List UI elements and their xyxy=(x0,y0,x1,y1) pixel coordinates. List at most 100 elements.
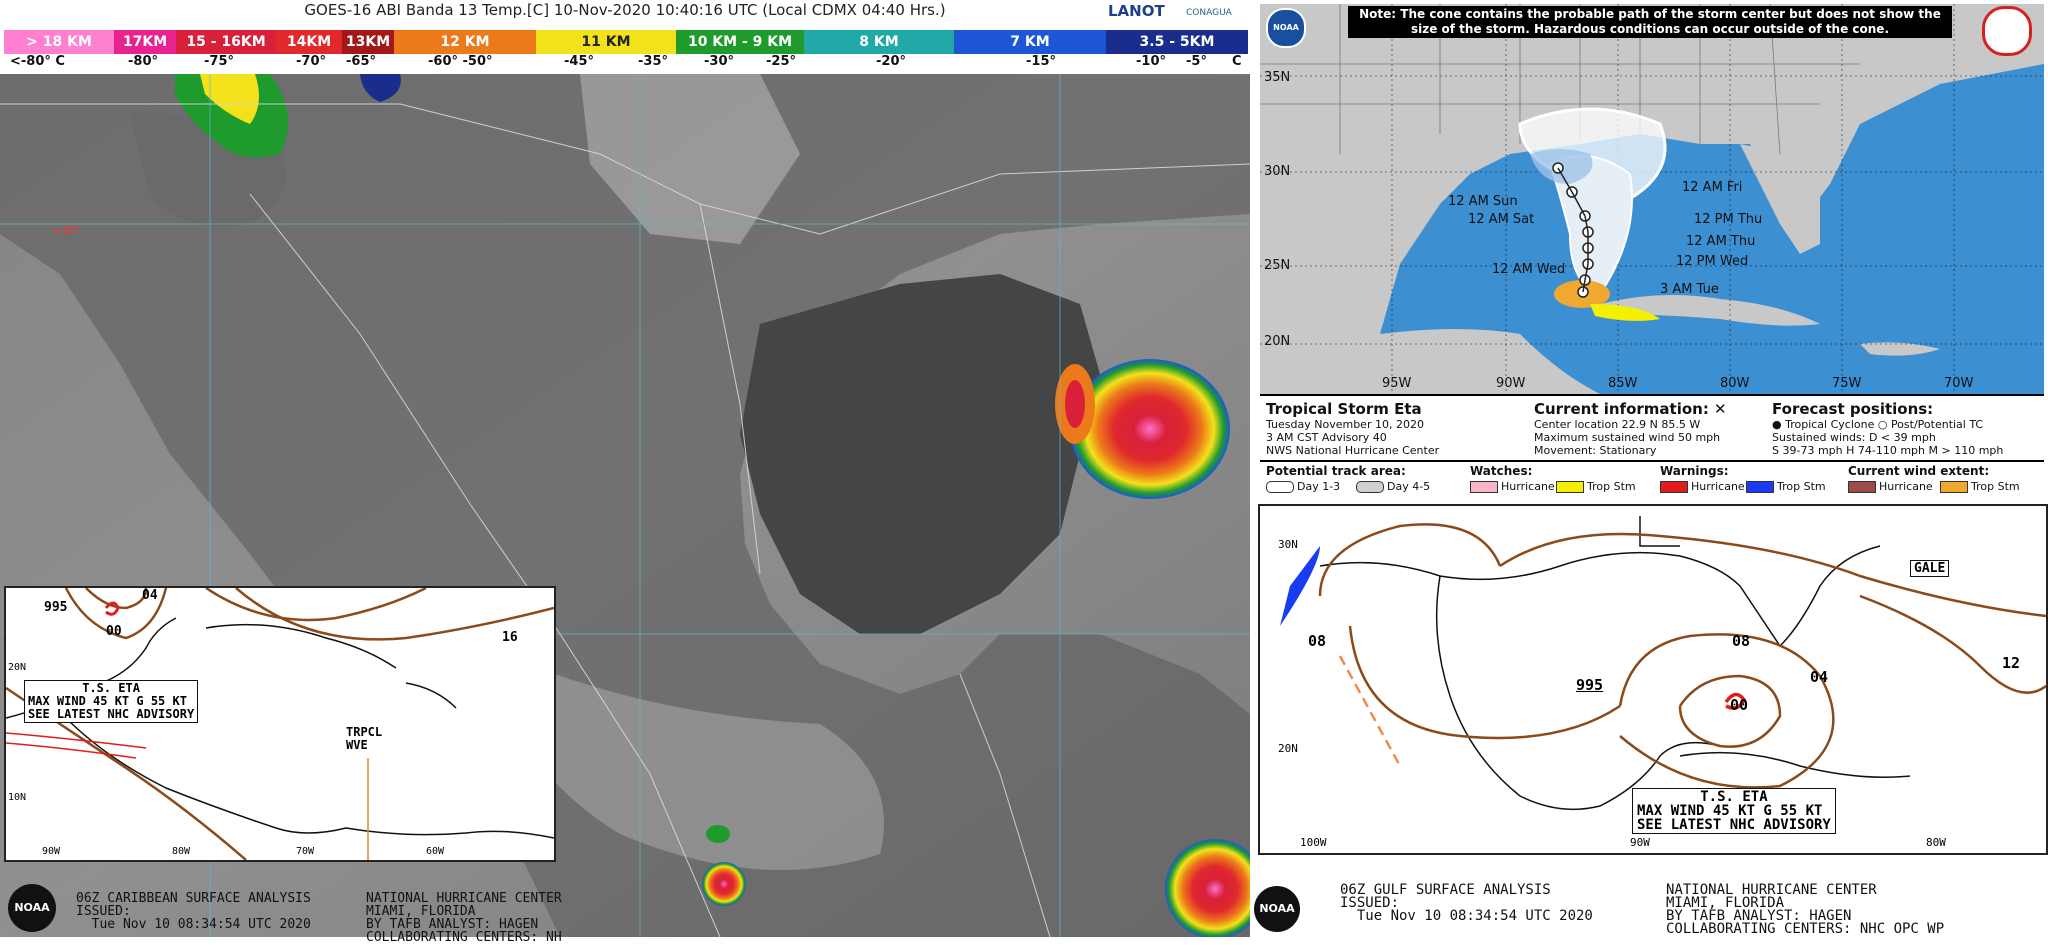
current-line: Center location 22.9 N 85.5 W xyxy=(1534,418,1701,431)
scale-segment: 10 KM - 9 KM xyxy=(676,30,804,54)
temp-label: C xyxy=(1232,54,1242,69)
watch-item: Hurricane xyxy=(1470,480,1555,493)
scale-segment: > 18 KM xyxy=(4,30,114,54)
temp-label: -65° xyxy=(346,54,376,69)
temp-label: -80° xyxy=(128,54,158,69)
storm-line: 3 AM CST Advisory 40 xyxy=(1266,431,1387,444)
lon-label: 90W xyxy=(1630,836,1650,849)
caribbean-footer-right: NATIONAL HURRICANE CENTER MIAMI, FLORIDA… xyxy=(366,891,562,945)
lat-label: 20N xyxy=(8,662,27,673)
lat-label: 20N xyxy=(1278,742,1298,755)
forecast-label: 3 AM Tue xyxy=(1660,282,1719,297)
cone-map xyxy=(1260,4,2044,394)
lon-label: 100W xyxy=(1300,836,1327,849)
temp-label: -20° xyxy=(876,54,906,69)
temp-label: -70° xyxy=(296,54,326,69)
lon-label: 90W xyxy=(42,846,61,857)
gale-box: GALE xyxy=(1910,560,1950,577)
cone-note: Note: The cone contains the probable pat… xyxy=(1348,6,1952,38)
scale-segment: 14KM xyxy=(276,30,342,54)
temp-label: <-80° C xyxy=(10,54,65,69)
caribbean-surface-map: 995 04 00 16 TRPCL WVE T.S. ETA MAX WIND… xyxy=(4,586,556,862)
wind-item: Trop Stm xyxy=(1940,480,2020,493)
goes-map-label: +30° xyxy=(52,224,81,237)
forecast-label: 12 PM Thu xyxy=(1694,212,1763,227)
lon-label: 95W xyxy=(1382,376,1412,391)
track-item: Day 4-5 xyxy=(1356,480,1430,493)
warning-item: Trop Stm xyxy=(1746,480,1826,493)
lon-label: 70W xyxy=(1944,376,1974,391)
pressure-label: 04 xyxy=(142,588,158,603)
warning-item: Hurricane xyxy=(1660,480,1745,493)
scale-segment: 15 - 16KM xyxy=(176,30,276,54)
temp-label: -5° xyxy=(1186,54,1207,69)
gulf-footer-left: 06Z GULF SURFACE ANALYSIS ISSUED: Tue No… xyxy=(1340,882,1593,924)
forecast-label: 12 AM Wed xyxy=(1492,262,1566,277)
lon-label: 75W xyxy=(1832,376,1862,391)
conagua-logo: CONAGUA xyxy=(1186,8,1232,18)
forecast-line: ● Tropical Cyclone ○ Post/Potential TC xyxy=(1772,418,1984,431)
goes-satellite-image: +30° xyxy=(0,74,1250,937)
temp-label: -75° xyxy=(204,54,234,69)
lat-label: 20N xyxy=(1264,334,1291,349)
scale-segment: 11 KM xyxy=(536,30,676,54)
forecast-line: S 39-73 mph H 74-110 mph M > 110 mph xyxy=(1772,444,2004,457)
nhc-cone-graphic: Note: The cone contains the probable pat… xyxy=(1256,0,2048,497)
noaa-logo-icon: NOAA xyxy=(8,884,56,932)
wind-item: Hurricane xyxy=(1848,480,1933,493)
pressure-label: 12 xyxy=(2002,654,2021,672)
lon-label: 60W xyxy=(426,846,445,857)
temp-label: -45° xyxy=(564,54,594,69)
lon-label: 80W xyxy=(172,846,191,857)
noaa-logo-icon: NOAA xyxy=(1266,8,1306,48)
forecast-label: 12 AM Fri xyxy=(1682,180,1743,195)
lat-label: 25N xyxy=(1264,258,1291,273)
lon-label: 70W xyxy=(296,846,315,857)
gulf-footer-right: NATIONAL HURRICANE CENTER MIAMI, FLORIDA… xyxy=(1666,882,1945,937)
temp-label: -35° xyxy=(638,54,668,69)
pressure-label: 995 xyxy=(1576,676,1604,694)
goes-title: GOES-16 ABI Banda 13 Temp.[C] 10-Nov-202… xyxy=(304,1,946,19)
watches-title: Watches: xyxy=(1470,464,1533,478)
current-line: Movement: Stationary xyxy=(1534,444,1657,457)
caribbean-map-drawing xyxy=(5,586,555,861)
forecast-label: 12 AM Sun xyxy=(1448,194,1518,209)
lanot-logo: LANOT xyxy=(1108,2,1165,20)
scale-segment: 8 KM xyxy=(804,30,954,54)
lat-label: 30N xyxy=(1278,538,1298,551)
pressure-label: 16 xyxy=(502,630,518,645)
cone-legend: Tropical Storm Eta Tuesday November 10, … xyxy=(1260,394,2044,497)
temp-label: -30° xyxy=(704,54,734,69)
scale-segment: 13KM xyxy=(342,30,394,54)
pressure-label: 00 xyxy=(106,624,122,639)
scale-segment: 3.5 - 5KM xyxy=(1106,30,1248,54)
noaa-logo-icon: NOAA xyxy=(1254,886,1300,932)
lon-label: 85W xyxy=(1608,376,1638,391)
lon-label: 80W xyxy=(1926,836,1946,849)
lat-label: 10N xyxy=(8,792,27,803)
pressure-label: 995 xyxy=(44,600,68,615)
tropical-wave-label: TRPCL WVE xyxy=(346,725,383,752)
warnings-title: Warnings: xyxy=(1660,464,1729,478)
temp-label: -15° xyxy=(1026,54,1056,69)
current-line: Maximum sustained wind 50 mph xyxy=(1534,431,1721,444)
forecast-label: 12 PM Wed xyxy=(1676,254,1749,269)
storm-line: NWS National Hurricane Center xyxy=(1266,444,1440,457)
scale-segment: 7 KM xyxy=(954,30,1106,54)
ts-eta-box: T.S. ETA MAX WIND 45 KT G 55 KT SEE LATE… xyxy=(1632,788,1836,834)
temp-label: -25° xyxy=(766,54,796,69)
wind-title: Current wind extent: xyxy=(1848,464,1990,478)
pressure-label: 04 xyxy=(1810,668,1829,686)
goes-color-scale: > 18 KM 17KM 15 - 16KM 14KM 13KM 12 KM 1… xyxy=(4,30,1248,54)
low-pressure-label: 00 xyxy=(1730,696,1749,714)
temp-label: -60° -50° xyxy=(428,54,493,69)
current-info-title: Current information: ✕ xyxy=(1534,400,1727,418)
nws-logo-icon xyxy=(1982,6,2032,56)
caribbean-footer-left: 06Z CARIBBEAN SURFACE ANALYSIS ISSUED: T… xyxy=(76,891,311,932)
ts-eta-box: T.S. ETA MAX WIND 45 KT G 55 KT SEE LATE… xyxy=(24,680,199,723)
scale-segment: 12 KM xyxy=(394,30,536,54)
storm-line: Tuesday November 10, 2020 xyxy=(1266,418,1424,431)
forecast-title: Forecast positions: xyxy=(1772,400,1934,418)
goes-satellite-panel: GOES-16 ABI Banda 13 Temp.[C] 10-Nov-202… xyxy=(0,0,1250,937)
pressure-label: 08 xyxy=(1308,632,1327,650)
